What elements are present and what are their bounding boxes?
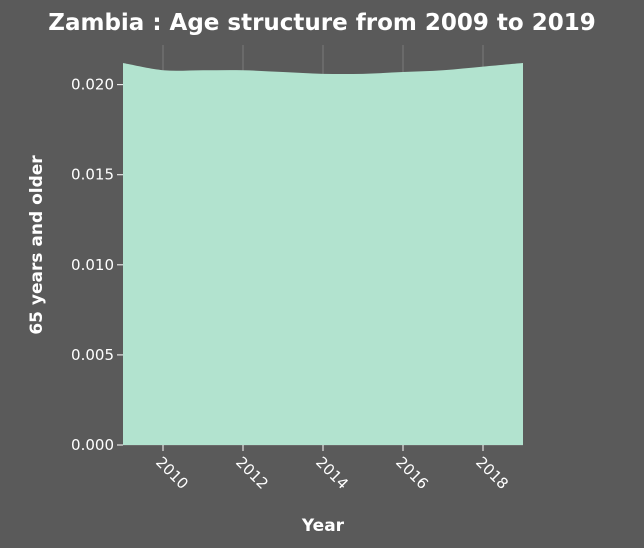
y-tick-label: 0.010 <box>71 256 114 274</box>
y-axis-label: 65 years and older <box>27 155 47 335</box>
y-tick-label: 0.005 <box>71 346 114 364</box>
y-tick-label: 0.000 <box>71 436 114 454</box>
chart-title: Zambia : Age structure from 2009 to 2019 <box>48 10 595 36</box>
y-tick-label: 0.020 <box>71 76 114 94</box>
y-axis-ticks: 0.000 0.005 0.010 0.015 0.020 <box>71 76 123 454</box>
area-series <box>123 63 523 446</box>
x-axis-label: Year <box>301 516 345 536</box>
y-tick-label: 0.015 <box>71 166 114 184</box>
